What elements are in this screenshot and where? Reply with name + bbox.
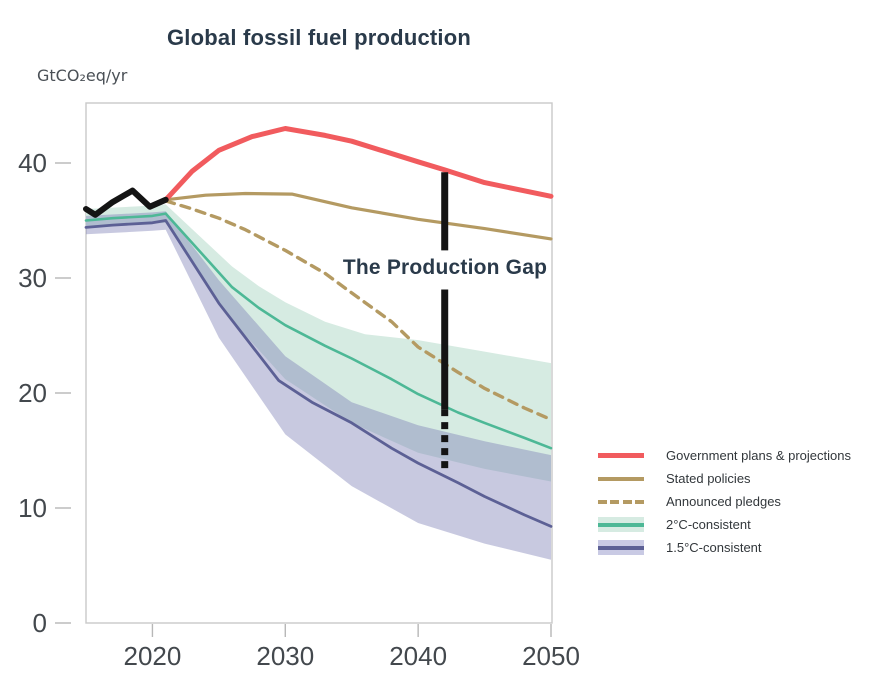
legend-label-stated-policies: Stated policies	[666, 471, 751, 486]
legend-item-one-five-degree: 1.5°C-consistent	[598, 536, 851, 559]
line-15c	[84, 219, 553, 528]
legend-label-one-five-degree: 1.5°C-consistent	[666, 540, 762, 555]
legend-item-government-plans: Government plans & projections	[598, 444, 851, 467]
line-govt	[163, 126, 554, 203]
legend-swatch-two-degree	[598, 517, 644, 532]
y-tick-label-40: 40	[18, 148, 47, 178]
x-tick-label-2050: 2050	[522, 641, 580, 671]
legend-label-government-plans: Government plans & projections	[666, 448, 851, 463]
legend-item-stated-policies: Stated policies	[598, 467, 851, 490]
chart-title: Global fossil fuel production	[166, 25, 472, 50]
legend-item-two-degree: 2°C-consistent	[598, 513, 851, 536]
line-pledges	[163, 199, 553, 422]
x-tick-label-2040: 2040	[389, 641, 447, 671]
plot-border	[85, 102, 553, 624]
line-stated	[164, 191, 553, 241]
y-axis-unit-label: GtCO₂eq/yr	[37, 66, 128, 85]
legend-item-announced-pledges: Announced pledges	[598, 490, 851, 513]
legend-swatch-government-plans	[598, 453, 644, 458]
y-tick-label-0: 0	[33, 608, 47, 638]
legend: Government plans & projections Stated pol…	[598, 444, 851, 559]
y-tick-label-20: 20	[18, 378, 47, 408]
legend-swatch-announced-pledges	[598, 499, 644, 504]
x-tick-label-2020: 2020	[124, 641, 182, 671]
legend-swatch-stated-policies	[598, 476, 644, 481]
y-tick-label-30: 30	[18, 263, 47, 293]
y-tick-label-10: 10	[18, 493, 47, 523]
production-gap-annotation: The Production Gap	[342, 256, 548, 279]
x-tick-label-2030: 2030	[256, 641, 314, 671]
legend-swatch-one-five-degree	[598, 540, 644, 555]
line-history	[83, 187, 169, 218]
legend-label-announced-pledges: Announced pledges	[666, 494, 781, 509]
legend-label-two-degree: 2°C-consistent	[666, 517, 751, 532]
line-2c	[84, 212, 553, 450]
